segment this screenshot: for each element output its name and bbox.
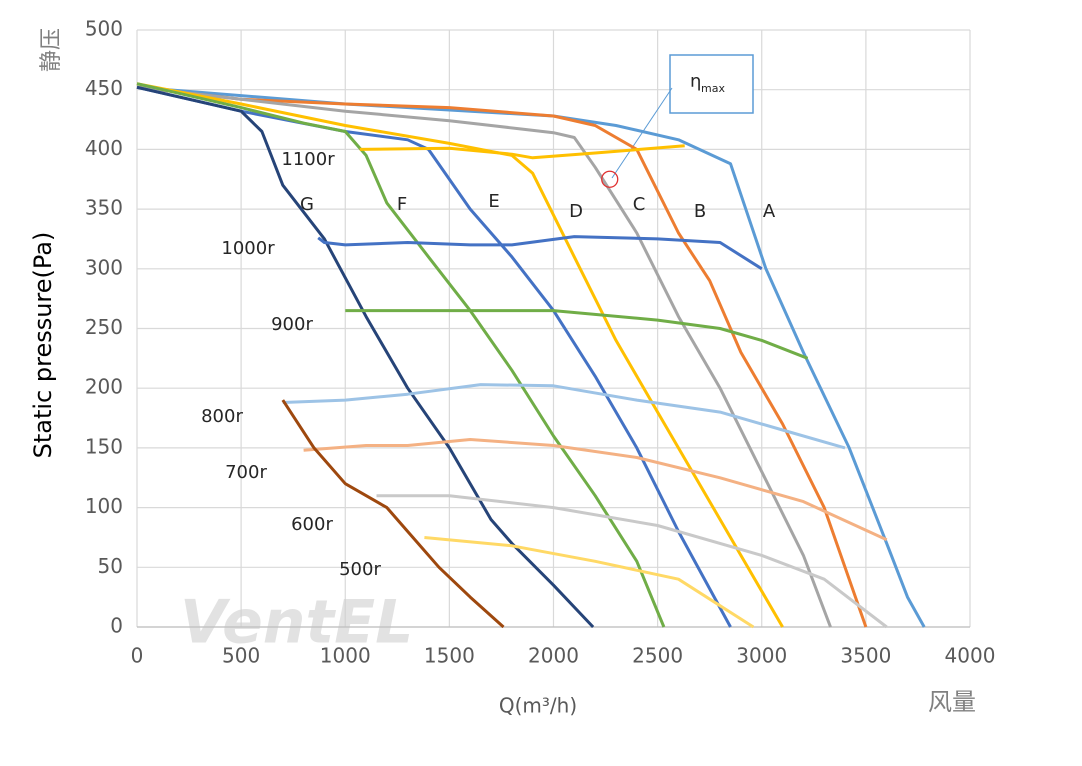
y-tick-label: 250	[85, 315, 123, 339]
curve-label: 1100r	[281, 149, 335, 170]
x-tick-label: 1500	[424, 644, 475, 668]
curve	[359, 144, 685, 160]
curve-label: G	[300, 194, 314, 215]
y-tick-label: 50	[98, 554, 123, 578]
x-tick-label: 2500	[632, 644, 683, 668]
annotation-main: η	[690, 71, 701, 92]
y-tick-label: 450	[85, 76, 123, 100]
x-tick-label: 3500	[840, 644, 891, 668]
curve-label: A	[763, 201, 776, 222]
annotation-sub: max	[701, 82, 725, 95]
y-axis-label: Static pressure(Pa)	[29, 232, 57, 459]
curve-label: B	[694, 201, 706, 222]
curve-label: 800r	[201, 406, 243, 427]
x-tick-label: 500	[222, 644, 260, 668]
watermark: VentEL	[180, 588, 413, 658]
y-tick-label: 200	[85, 375, 123, 399]
curve-label: D	[569, 201, 583, 222]
curve	[376, 494, 888, 629]
x-tick-label: 4000	[945, 644, 996, 668]
curve-label: 700r	[225, 462, 267, 483]
curve	[303, 438, 888, 542]
x-tick-label: 0	[131, 644, 144, 668]
annotation-box	[669, 54, 754, 114]
y-tick-label: 300	[85, 255, 123, 279]
y-tick-label: 500	[85, 17, 123, 41]
y-tick-label: 400	[85, 136, 123, 160]
x-tick-label: 3000	[736, 644, 787, 668]
curve	[317, 235, 763, 271]
eta-max-marker	[601, 170, 619, 188]
curve-label: 600r	[291, 514, 333, 535]
annotation-leader	[611, 87, 673, 179]
curve-label: F	[397, 194, 407, 215]
curve	[136, 82, 666, 628]
y-tick-label: 0	[110, 614, 123, 638]
curve	[136, 85, 832, 628]
curve-label: 500r	[339, 559, 381, 580]
y-axis-label-cn: 静压	[39, 28, 64, 72]
y-tick-label: 350	[85, 196, 123, 220]
x-tick-label: 2000	[528, 644, 579, 668]
curve	[136, 85, 595, 629]
x-axis-label: Q(m³/h)	[499, 694, 577, 718]
curve	[136, 85, 732, 628]
curve	[136, 82, 784, 628]
curve	[424, 536, 755, 629]
curve-label: 1000r	[221, 238, 275, 259]
curve	[282, 383, 846, 450]
x-tick-label: 1000	[320, 644, 371, 668]
x-axis-label-cn: 风量	[928, 688, 976, 716]
curve	[345, 309, 809, 360]
curve	[281, 399, 505, 629]
curve	[136, 85, 868, 628]
y-tick-label: 150	[85, 434, 123, 458]
curve-label: E	[488, 191, 499, 212]
y-tick-label: 100	[85, 494, 123, 518]
curve-label: C	[633, 194, 646, 215]
curve-label: 900r	[271, 314, 313, 335]
